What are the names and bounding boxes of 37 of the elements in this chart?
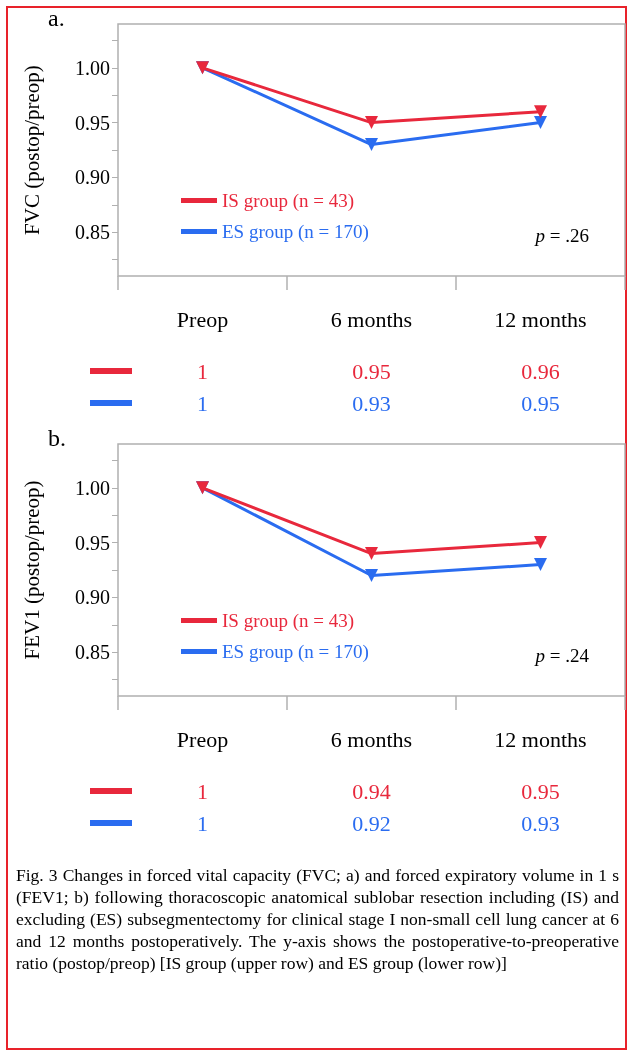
- data-label: 1: [197, 390, 208, 416]
- data-label: 0.96: [521, 358, 560, 384]
- data-label: 0.95: [521, 778, 560, 804]
- y-tick-label: 0.85: [75, 221, 110, 244]
- x-tick-label: 6 months: [330, 306, 413, 332]
- x-tick-label: Preop: [176, 726, 229, 752]
- x-tick-label: Preop: [176, 306, 229, 332]
- data-label: 1: [197, 810, 208, 836]
- data-label: 0.92: [352, 810, 391, 836]
- y-tick-label: 0.85: [75, 641, 110, 664]
- x-tick-label: 6 months: [330, 726, 413, 752]
- y-axis-title: FEV1 (postop/preop): [19, 480, 44, 660]
- annotation: p = .26: [533, 225, 589, 246]
- y-tick-label: 1.00: [75, 56, 110, 79]
- x-tick-label: 12 months: [494, 726, 587, 752]
- y-tick-label: 0.90: [75, 166, 110, 189]
- chart-title: b.: [48, 425, 66, 451]
- data-label: 0.95: [352, 358, 391, 384]
- chart-title: a.: [48, 5, 65, 31]
- data-label: 1: [197, 778, 208, 804]
- data-label: 0.94: [352, 778, 391, 804]
- legend-label: IS group (n = 43): [222, 190, 355, 212]
- x-tick-label: 12 months: [494, 306, 587, 332]
- y-tick-label: 1.00: [75, 476, 110, 499]
- annotation: p = .24: [533, 645, 590, 666]
- data-label: 0.93: [352, 390, 391, 416]
- data-label: 1: [197, 358, 208, 384]
- y-tick-label: 0.95: [75, 531, 110, 554]
- caption: Fig. 3 Changes in forced vital capacity (FVC; a) and forced expiratory volume in 1 s (FEV1; b) following thoracoscopic anatomical sublobar resection including (IS) and excluding (ES) subsegmentectomy for clinical stage I non-small cell lung cancer at 6 and 12 months postoperatively. The y-axis shows the postoperative-to-preoperative ratio (postop/preop) [IS group (upper row) and ES group (lower row)]: [16, 864, 619, 974]
- y-tick-label: 0.95: [75, 111, 110, 134]
- legend-label: ES group (n = 170): [222, 221, 369, 243]
- data-label: 0.93: [521, 810, 560, 836]
- legend-label: IS group (n = 43): [222, 610, 355, 632]
- legend-label: ES group (n = 170): [222, 641, 369, 663]
- y-axis-title: FVC (postop/preop): [19, 65, 44, 235]
- y-tick-label: 0.90: [75, 586, 110, 609]
- data-label: 0.95: [521, 390, 560, 416]
